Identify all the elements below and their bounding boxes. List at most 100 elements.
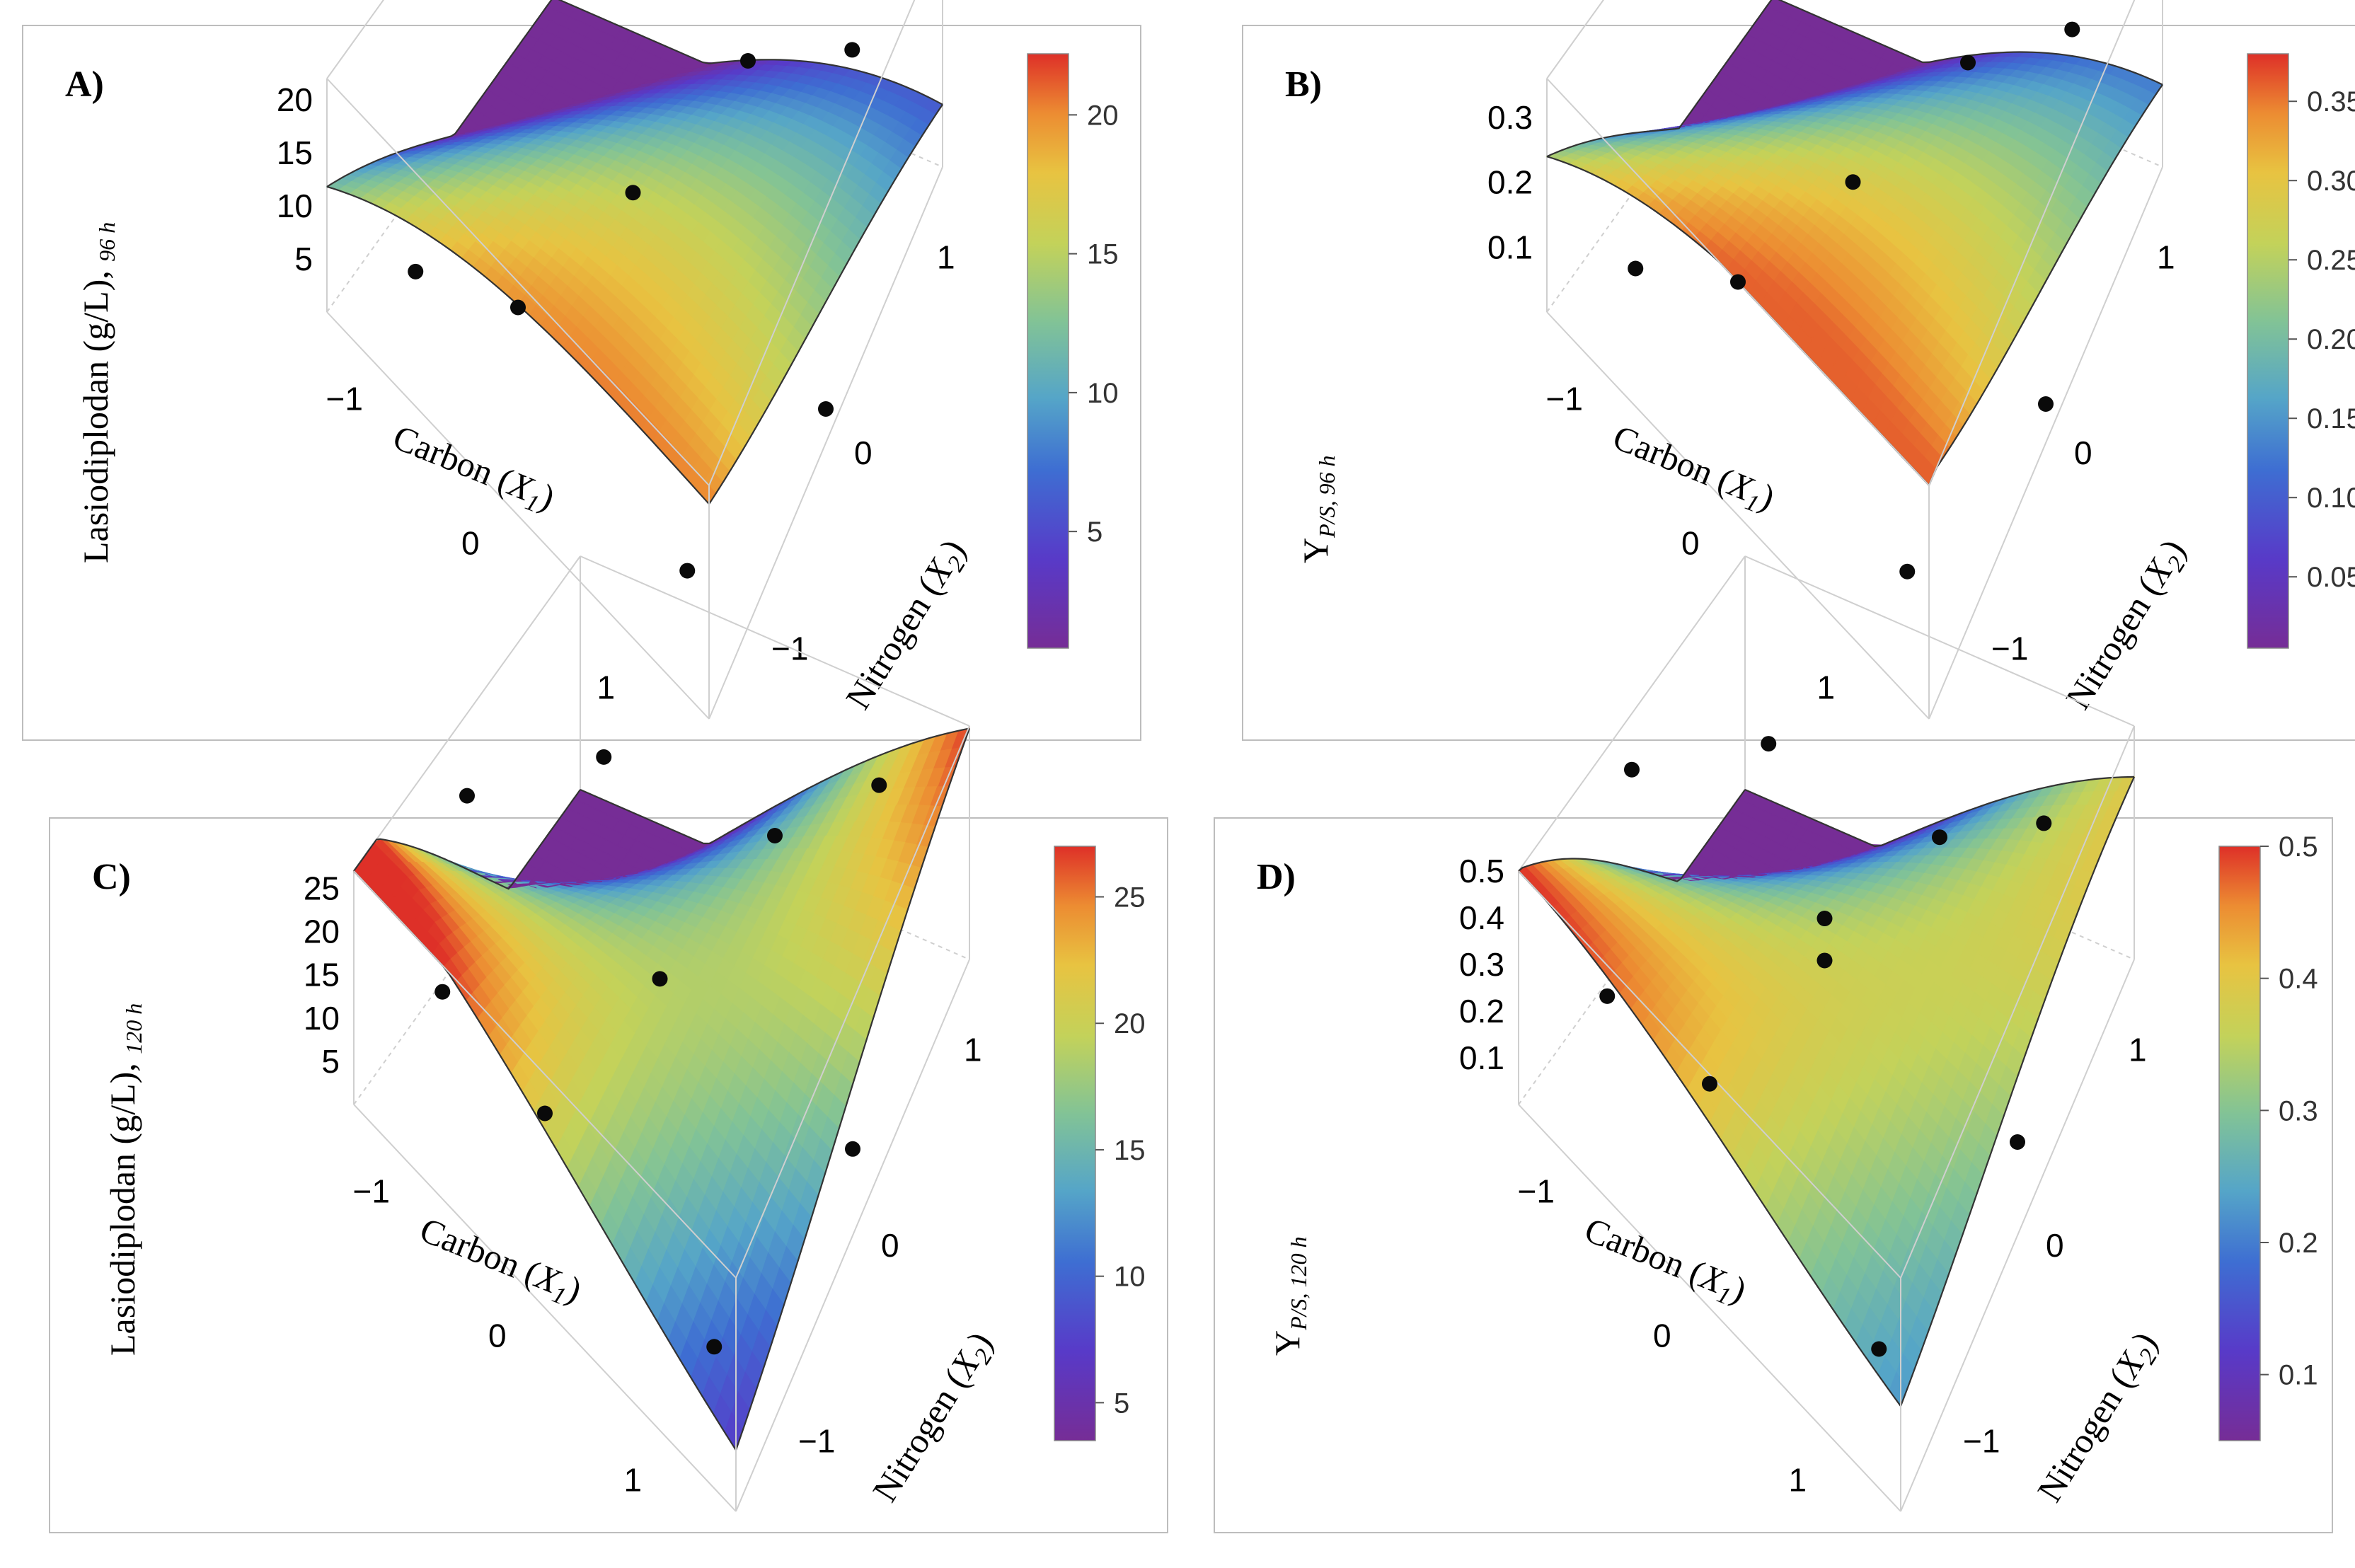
design-point <box>1624 761 1640 778</box>
z-tick-label: 0.3 <box>1459 946 1504 983</box>
z-tick-label: 0.2 <box>1487 164 1533 201</box>
x-tick-label: −1 <box>1546 381 1583 417</box>
design-point <box>537 1105 553 1122</box>
design-point <box>2010 1134 2025 1150</box>
design-point <box>845 1141 860 1157</box>
y-tick-label: 1 <box>2129 1031 2147 1068</box>
colorbar-tick-label: 0.4 <box>2279 964 2318 995</box>
z-tick-label: 10 <box>277 188 313 224</box>
z-tick-label: 0.3 <box>1487 99 1533 136</box>
panel-label: B) <box>1285 64 1322 105</box>
colorbar-tick-label: 0.35 <box>2307 86 2355 117</box>
colorbar-tick-label: 15 <box>1114 1135 1146 1166</box>
x-tick-label: 1 <box>623 1461 642 1498</box>
design-point <box>1628 260 1644 277</box>
design-point <box>706 1339 722 1355</box>
x-tick-label: −1 <box>353 1173 390 1210</box>
box-edge-front <box>708 166 943 720</box>
y-tick-label: −1 <box>1963 1423 2000 1460</box>
y-tick-label: −1 <box>1991 630 2028 667</box>
box-edge-back <box>326 0 385 79</box>
design-point <box>2036 815 2052 831</box>
z-tick-label: 20 <box>277 81 313 118</box>
colorbar-tick-label: 0.05 <box>2307 562 2355 593</box>
panel-label: D) <box>1257 857 1296 897</box>
x-tick-label: 0 <box>461 525 480 562</box>
design-point <box>1816 911 1833 927</box>
colorbar-tick-label: 25 <box>1114 882 1146 913</box>
colorbar-tick-label: 0.15 <box>2307 403 2355 434</box>
z-tick-label: 5 <box>321 1043 340 1080</box>
design-point <box>596 749 612 765</box>
colorbar-tick-label: 10 <box>1087 378 1119 409</box>
design-point <box>434 984 451 1000</box>
design-point <box>1599 988 1616 1004</box>
design-point <box>871 777 887 793</box>
design-point <box>767 828 783 843</box>
colorbar-tick-label: 0.25 <box>2307 245 2355 276</box>
box-edge-back <box>1546 0 1605 79</box>
surface-edge <box>708 104 943 505</box>
box-edge-front <box>708 0 916 486</box>
colorbar-tick-label: 20 <box>1087 100 1119 131</box>
surface-edge <box>326 0 553 188</box>
colorbar <box>2247 53 2289 649</box>
z-tick-label: 10 <box>304 1000 340 1037</box>
design-point <box>652 971 668 987</box>
design-point <box>2038 396 2054 412</box>
z-tick-label: 20 <box>304 913 340 950</box>
colorbar-tick-label: 10 <box>1114 1262 1146 1293</box>
z-tick-label: 0.5 <box>1459 853 1504 889</box>
design-point <box>740 53 756 69</box>
z-tick-label: 0.1 <box>1487 229 1533 265</box>
box-edge-front <box>326 78 710 486</box>
response-surface <box>1545 0 2163 487</box>
design-point <box>1871 1341 1887 1357</box>
design-point <box>1845 174 1861 190</box>
x-tick-label: 1 <box>597 669 615 705</box>
y-tick-label: 1 <box>937 238 955 275</box>
y-tick-label: −1 <box>798 1423 835 1460</box>
design-point <box>1899 563 1916 580</box>
colorbar-tick-label: 0.1 <box>2279 1360 2318 1391</box>
y-tick-label: 0 <box>2074 434 2092 471</box>
design-point <box>625 185 641 201</box>
design-point <box>1761 736 1777 752</box>
colorbar <box>1027 53 1069 649</box>
z-tick-label: 0.1 <box>1459 1039 1504 1076</box>
x-tick-label: 1 <box>1788 1461 1807 1498</box>
design-point <box>510 299 526 316</box>
z-tick-label: 15 <box>304 957 340 993</box>
y-tick-label: 0 <box>854 434 873 471</box>
x-tick-label: 1 <box>1816 669 1835 705</box>
design-point <box>408 263 424 279</box>
z-axis-label: Lasiodiplodan (g/L), 96 h <box>76 222 120 563</box>
y-tick-label: 0 <box>881 1227 899 1264</box>
colorbar-tick-label: 0.10 <box>2307 483 2355 514</box>
response-surface <box>326 0 943 505</box>
y-tick-label: 0 <box>2046 1227 2064 1264</box>
design-point <box>1702 1076 1717 1092</box>
design-point <box>844 42 860 58</box>
x-tick-label: 0 <box>1681 525 1700 562</box>
design-point <box>1932 829 1947 846</box>
colorbar <box>1054 846 1096 1441</box>
x-tick-label: −1 <box>1518 1173 1555 1210</box>
y-tick-label: 1 <box>964 1031 982 1068</box>
design-point <box>1730 274 1746 290</box>
x-tick-label: 0 <box>1653 1318 1671 1354</box>
z-tick-label: 0.4 <box>1459 899 1504 936</box>
colorbar-tick-label: 0.3 <box>2279 1095 2318 1126</box>
z-axis-label: Lasiodiplodan (g/L), 120 h <box>103 1003 146 1356</box>
colorbar-tick-label: 15 <box>1087 239 1119 270</box>
colorbar-tick-label: 0.30 <box>2307 166 2355 197</box>
colorbar-tick-label: 20 <box>1114 1008 1146 1039</box>
design-point <box>1960 54 1976 71</box>
box-edge-front <box>326 311 710 720</box>
z-tick-label: 5 <box>294 241 313 277</box>
colorbar-tick-label: 0.2 <box>2279 1228 2318 1259</box>
colorbar <box>2218 846 2261 1441</box>
design-point <box>1816 952 1833 969</box>
design-point <box>818 401 834 417</box>
